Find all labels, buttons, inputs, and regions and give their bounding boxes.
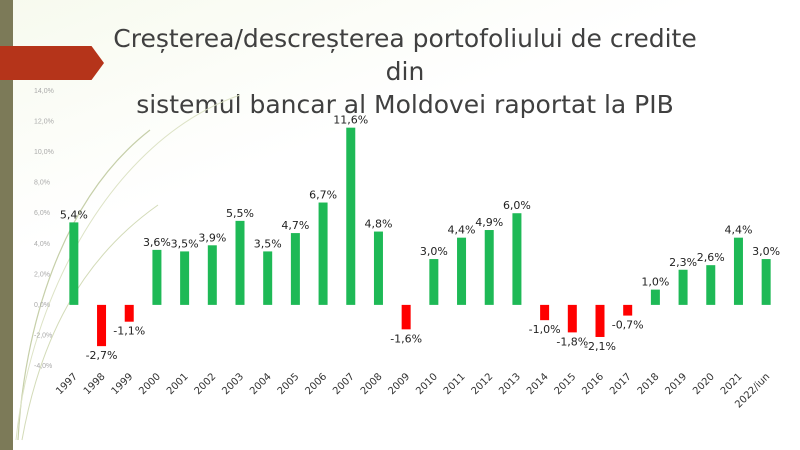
y-tick-label: 10,0%: [34, 149, 54, 156]
x-tick-label: 2005: [276, 371, 302, 397]
data-label: 3,0%: [420, 245, 448, 258]
y-tick-label: 6,0%: [34, 210, 50, 217]
x-tick-label: 2001: [165, 371, 191, 397]
data-label: -0,7%: [612, 319, 644, 332]
chart-title: Creșterea/descreșterea portofoliului de …: [110, 22, 700, 121]
x-tick-label: 1998: [82, 371, 108, 397]
x-tick-label: 2012: [470, 371, 496, 397]
left-decorative-strip: [0, 0, 13, 450]
data-label: 2,3%: [669, 256, 697, 269]
x-axis-labels: 1997 1998 1999 2000 2001 2002 2003 2004 2005 2006…: [54, 371, 772, 410]
data-label: -1,6%: [390, 332, 422, 345]
data-label: 4,8%: [364, 218, 392, 231]
data-label: -2,7%: [86, 349, 118, 362]
y-tick-label: 8,0%: [34, 180, 50, 187]
bar: [512, 213, 522, 305]
x-tick-label: 2016: [580, 371, 606, 397]
bar: [290, 233, 300, 305]
bar: [346, 127, 356, 305]
data-label: -1,0%: [529, 323, 561, 336]
bar: [235, 220, 245, 305]
title-line-1: Creșterea/descreșterea portofoliului de …: [113, 24, 697, 86]
bar: [650, 289, 660, 305]
bar: [595, 304, 605, 337]
x-tick-label: 2013: [497, 371, 523, 397]
data-label: 2,6%: [697, 251, 725, 264]
y-tick-label: 14,0%: [34, 88, 54, 95]
data-label: 3,5%: [171, 237, 199, 250]
y-tick-label: 12,0%: [34, 119, 54, 126]
data-label: 1,0%: [641, 276, 669, 289]
data-label: 4,4%: [724, 224, 752, 237]
bar: [623, 304, 633, 316]
data-label: 3,6%: [143, 236, 171, 249]
y-tick-label: -2,0%: [34, 332, 52, 339]
bar: [457, 237, 467, 305]
x-tick-label: 2010: [414, 371, 440, 397]
data-label: 5,4%: [60, 208, 88, 221]
bar: [706, 265, 716, 305]
y-axis-ticks: -4,0% -2,0% 0,0% 2,0% 4,0% 6,0% 8,0% 10,0% 12,0%…: [34, 88, 54, 370]
data-labels: 5,4%-2,7%-1,1%3,6% 3,5% 3,9%5,5%3,5%4,7%6,…: [60, 114, 780, 362]
data-label: 11,6%: [333, 114, 368, 127]
x-tick-label: 2006: [303, 371, 329, 397]
x-tick-label: 1999: [110, 371, 136, 397]
data-label: 4,9%: [475, 216, 503, 229]
title-line-2: sistemul bancar al Moldovei raportat la …: [136, 90, 674, 119]
x-tick-label: 2004: [248, 371, 274, 397]
bars: [69, 127, 771, 347]
bar: [263, 251, 273, 305]
bar: [484, 230, 494, 305]
bar: [567, 304, 577, 333]
y-tick-label: 0,0%: [34, 302, 50, 309]
bar: [401, 304, 411, 330]
bar: [69, 222, 79, 305]
data-label: 3,9%: [198, 231, 226, 244]
bar: [733, 237, 743, 305]
bar: [761, 259, 771, 305]
x-tick-label: 2020: [691, 371, 717, 397]
x-tick-label: 2002: [193, 371, 219, 397]
data-label: -2,1%: [584, 340, 616, 353]
x-tick-label: 2015: [553, 371, 579, 397]
bar: [429, 259, 439, 305]
bar: [124, 304, 134, 322]
y-tick-label: 4,0%: [34, 241, 50, 248]
data-label: 4,4%: [448, 224, 476, 237]
x-tick-label: 2008: [359, 371, 385, 397]
data-label: -1,1%: [113, 325, 145, 338]
x-tick-label: 1997: [54, 371, 80, 397]
y-tick-label: -4,0%: [34, 363, 52, 370]
x-tick-label: 2003: [220, 371, 246, 397]
bar: [180, 251, 190, 305]
data-label: 6,7%: [309, 189, 337, 202]
arrow-banner-decoration: [0, 46, 104, 80]
bar: [207, 245, 217, 305]
data-label: 6,0%: [503, 199, 531, 212]
y-tick-label: 2,0%: [34, 271, 50, 278]
x-tick-label: 2017: [608, 371, 634, 397]
data-label: 4,7%: [281, 219, 309, 232]
bar: [678, 269, 688, 305]
x-tick-label: 2011: [442, 371, 468, 397]
x-tick-label: 2019: [663, 371, 689, 397]
x-tick-label: 2018: [636, 371, 662, 397]
bar: [152, 249, 162, 305]
x-tick-label: 2009: [386, 371, 412, 397]
data-label: -1,8%: [556, 335, 588, 348]
bar: [97, 304, 107, 347]
x-tick-label: 2014: [525, 371, 551, 397]
x-tick-label: 2007: [331, 371, 357, 397]
bar: [318, 202, 328, 305]
data-label: 3,5%: [254, 237, 282, 250]
data-label: 3,0%: [752, 245, 780, 258]
x-tick-label: 2000: [137, 371, 163, 397]
vine-decoration: [15, 94, 241, 441]
data-label: 5,5%: [226, 207, 254, 220]
bar: [540, 304, 550, 321]
bar: [373, 231, 383, 305]
x-tick-label: 2021: [719, 371, 745, 397]
